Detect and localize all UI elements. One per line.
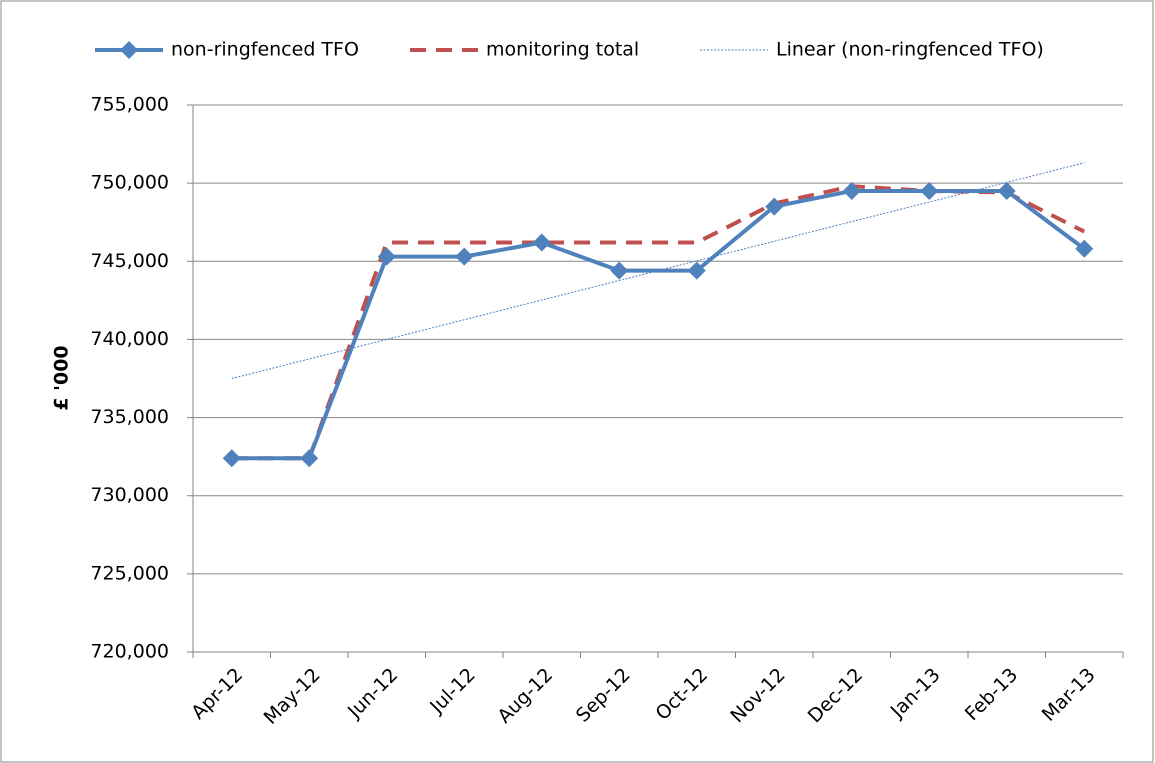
marker [1075,239,1094,258]
marker [997,181,1016,200]
legend-label: Linear (non-ringfenced TFO) [776,39,1044,61]
marker [610,261,629,280]
y-tick-label: 730,000 [90,484,169,506]
marker [455,247,474,266]
y-axis-label: £ '000 [51,345,73,410]
y-tick-label: 745,000 [90,250,169,272]
marker [687,261,706,280]
marker [765,197,784,216]
marker [842,181,861,200]
y-tick-label: 720,000 [90,641,169,663]
series-line [231,188,1086,461]
y-tick-label: 755,000 [90,94,169,116]
legend-label: monitoring total [486,39,639,61]
legend-label: non-ringfenced TFO [171,39,359,61]
marker [377,247,396,266]
y-tick-label: 740,000 [90,328,169,350]
series-line [231,162,1085,379]
marker [222,449,241,468]
legend-marker [120,41,138,59]
y-tick-label: 725,000 [90,562,169,584]
marker [300,449,319,468]
marker [920,181,939,200]
y-tick-label: 735,000 [90,406,169,428]
y-tick-label: 750,000 [90,172,169,194]
marker [532,233,551,252]
